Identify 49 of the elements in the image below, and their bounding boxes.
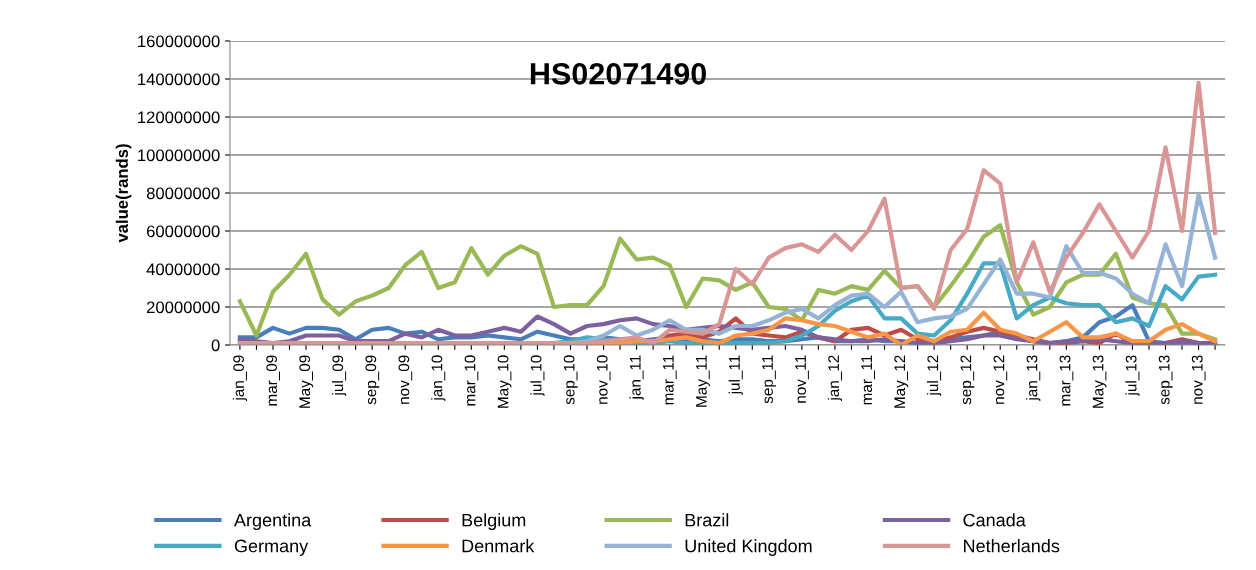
x-tick-label: sep_13	[1158, 355, 1173, 405]
x-tick-label: mar_11	[861, 355, 875, 405]
x-tick-label: mar_11	[663, 355, 677, 405]
legend-label: Belgium	[462, 513, 526, 531]
legend-label: United Kingdom	[685, 539, 812, 556]
x-tick-label: nov_12	[993, 355, 1008, 404]
y-tick-label: 20000000	[146, 301, 220, 314]
x-tick-label: jul_13	[1125, 355, 1140, 396]
y-tick-label: 160000000	[138, 35, 220, 48]
x-tick-label: nov_10	[596, 355, 611, 404]
x-tick-label: May_11	[696, 355, 710, 407]
legend-label: Denmark	[462, 539, 535, 553]
legend-label: Canada	[963, 513, 1026, 527]
x-tick-label: jan_13	[1026, 355, 1041, 401]
x-tick-label: mar_10	[464, 355, 479, 406]
x-tick-label: mar_09	[266, 355, 280, 406]
y-tick-label: 100000000	[138, 149, 220, 162]
x-tick-label: jan_09	[232, 355, 248, 401]
x-tick-label: May_12	[894, 355, 909, 408]
y-tick-label: 140000000	[138, 73, 220, 86]
x-tick-label: sep_10	[563, 355, 578, 405]
x-tick-label: jul_10	[530, 355, 545, 396]
x-tick-label: jan_10	[431, 355, 446, 401]
x-tick-label: May_13	[1092, 355, 1107, 408]
x-tick-label: nov_09	[398, 355, 413, 404]
y-tick-label: 80000000	[146, 187, 220, 200]
y-tick-label: 40000000	[146, 263, 220, 276]
legend-label: Germany	[234, 539, 309, 556]
x-tick-label: May_10	[497, 355, 512, 408]
y-axis-title: value(rands)	[115, 144, 132, 243]
text: HS02071490	[530, 63, 706, 85]
y-tick-label: 60000000	[146, 225, 220, 238]
x-tick-label: jan_11	[629, 355, 644, 400]
x-tick-label: jul_09	[331, 355, 347, 396]
x-tick-label: sep_11	[762, 355, 776, 404]
x-tick-label: nov_11	[795, 355, 809, 403]
y-tick-label: 0	[211, 339, 220, 352]
legend-label: Brazil	[685, 513, 729, 527]
x-tick-label: jul_12	[926, 355, 942, 396]
legend-label: Netherlands	[964, 539, 1060, 553]
legend-label: Argentina	[233, 513, 312, 531]
x-tick-label: sep_12	[960, 355, 975, 405]
y-tick-label: 120000000	[138, 111, 220, 124]
x-tick-label: jan_12	[827, 355, 843, 401]
x-tick-label: jul_11	[728, 355, 743, 395]
x-tick-label: mar_13	[1059, 355, 1074, 406]
x-tick-label: nov_13	[1191, 355, 1206, 404]
x-tick-label: May_09	[299, 355, 314, 408]
x-tick-label: sep_09	[365, 355, 380, 405]
